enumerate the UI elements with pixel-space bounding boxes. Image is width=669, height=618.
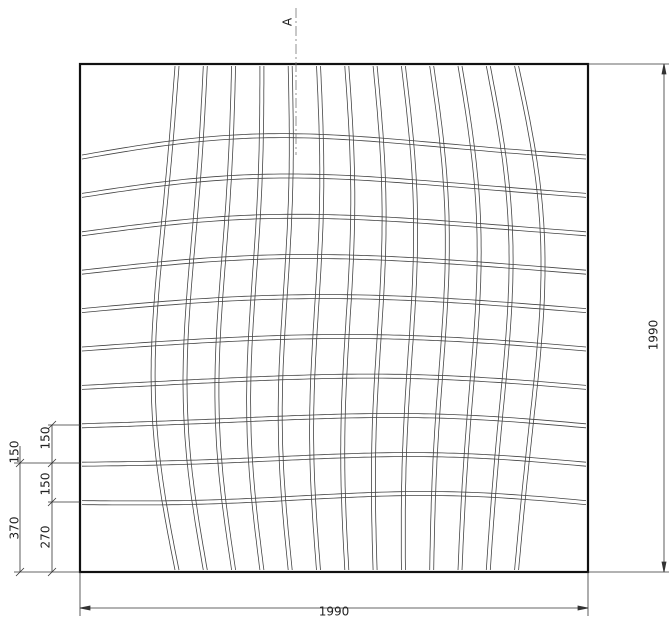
groove [81, 294, 587, 309]
groove [375, 65, 387, 571]
groove [485, 65, 510, 571]
groove [81, 413, 587, 425]
groove [81, 452, 587, 463]
groove [81, 217, 587, 237]
groove [182, 65, 204, 571]
width-dimension: 1990 [319, 605, 350, 618]
section-label: A [281, 17, 295, 26]
dim-270: 270 [39, 526, 53, 549]
left-dimensions [14, 420, 80, 577]
groove [404, 65, 418, 570]
groove [81, 417, 587, 429]
groove [81, 258, 587, 275]
groove [81, 491, 587, 502]
dim-150: 150 [39, 473, 53, 496]
groove [340, 65, 352, 571]
groove [246, 66, 261, 571]
groove [81, 137, 587, 160]
groove [81, 173, 587, 194]
groove [344, 65, 356, 571]
groove [186, 65, 208, 571]
bottom-dimension [79, 572, 589, 616]
groove [214, 65, 232, 571]
groove [429, 65, 446, 571]
groove [518, 65, 546, 571]
groove [81, 377, 587, 390]
height-dimension: 1990 [647, 320, 661, 351]
groove [461, 65, 482, 571]
dim-150: 150 [39, 427, 53, 450]
groove [81, 338, 587, 352]
groove [281, 65, 294, 571]
groove [81, 456, 587, 467]
groove [313, 65, 325, 571]
groove [277, 65, 290, 571]
groove [150, 65, 176, 571]
groove [81, 177, 587, 198]
right-dimension [588, 63, 669, 573]
groove [371, 65, 383, 571]
groove [457, 65, 478, 571]
groove [400, 65, 414, 570]
groove [81, 133, 587, 156]
dim-150: 150 [8, 441, 22, 464]
groove [514, 65, 542, 571]
groove [81, 334, 587, 348]
groove [433, 65, 450, 571]
panel-outline [78, 62, 590, 574]
groove [81, 254, 587, 271]
dim-370: 370 [8, 517, 22, 540]
groove [309, 65, 321, 571]
groove [218, 65, 236, 571]
wavy-grid [81, 65, 587, 571]
groove [81, 213, 587, 233]
groove [81, 298, 587, 313]
groove [81, 495, 587, 506]
groove [250, 66, 265, 571]
groove [154, 65, 180, 571]
groove [489, 65, 514, 571]
